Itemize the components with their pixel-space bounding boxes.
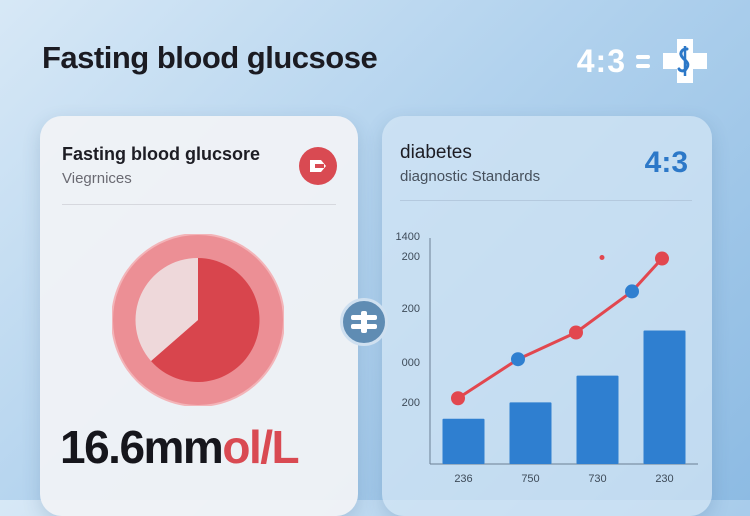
bar (576, 375, 619, 464)
glucose-value: 16.6mmol/L (60, 420, 300, 474)
glucose-value-unit: ol/L (222, 421, 299, 473)
y-tick-label: 200 (402, 251, 420, 263)
link-button[interactable] (340, 298, 388, 346)
line-point (655, 251, 669, 266)
x-tick-label: 236 (454, 473, 472, 485)
y-tick-label: 1400 (396, 231, 420, 243)
glucose-card-subtitle: Viegrnices (62, 170, 132, 187)
page-title: Fasting blood glucsose (42, 40, 378, 75)
trend-line (457, 257, 664, 400)
line-point (625, 284, 639, 299)
diagnostic-bar-line-chart: 200 000 200 200 1400 236 750 730 230 (396, 231, 698, 485)
aspect-ratio-label: 4:3 (576, 42, 626, 79)
bar (643, 330, 686, 464)
medical-cross-icon (663, 39, 707, 83)
line-point (511, 352, 525, 367)
standards-card-title: diabetes (400, 142, 472, 163)
glucose-value-number: 16.6mm (60, 421, 224, 473)
glucose-card: Fasting blood glucsore Viegrnices 16.6mm… (40, 116, 358, 516)
small-marker (599, 255, 605, 261)
divider (400, 200, 692, 201)
glucose-card-title: Fasting blood glucsore (62, 144, 261, 164)
line-point (569, 325, 583, 340)
glucose-donut-chart (112, 234, 284, 406)
equals-icon (636, 54, 650, 68)
bar (509, 402, 552, 464)
donut-remaining-segment (135, 257, 198, 361)
standards-card-subtitle: diagnostic Standards (400, 168, 541, 185)
y-tick-label: 200 (402, 303, 420, 315)
x-tick-label: 750 (521, 473, 539, 485)
y-tick-label: 000 (402, 357, 420, 369)
y-tick-label: 200 (402, 397, 420, 409)
donut-value-segment (151, 258, 260, 382)
header-badge: 4:3 (577, 36, 710, 86)
connector-icon (351, 311, 377, 333)
divider (62, 204, 336, 205)
line-point (451, 391, 465, 406)
red-indicator-icon[interactable] (298, 146, 338, 186)
x-tick-label: 730 (588, 473, 606, 485)
standards-ratio-label: 4:3 (644, 146, 688, 179)
bar (442, 418, 485, 464)
diagnostic-standards-card: diabetes diagnostic Standards 4:3 200 000… (382, 116, 712, 516)
x-tick-label: 230 (655, 473, 673, 485)
